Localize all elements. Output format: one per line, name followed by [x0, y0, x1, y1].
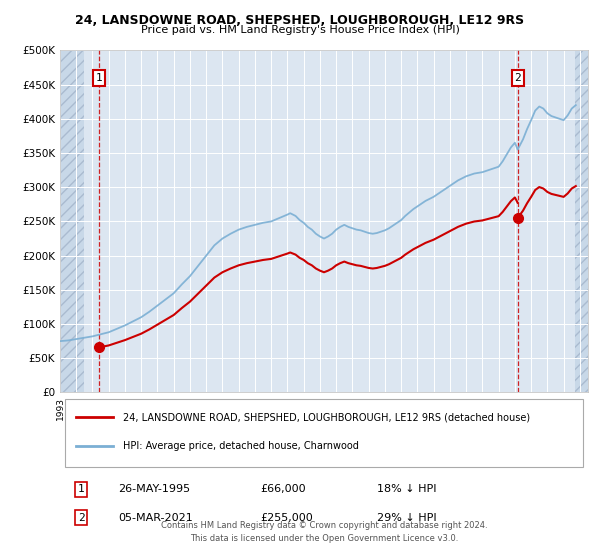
Text: Price paid vs. HM Land Registry's House Price Index (HPI): Price paid vs. HM Land Registry's House …	[140, 25, 460, 35]
Text: £66,000: £66,000	[260, 484, 306, 494]
Text: 1: 1	[78, 484, 85, 494]
Text: Contains HM Land Registry data © Crown copyright and database right 2024.
This d: Contains HM Land Registry data © Crown c…	[161, 521, 487, 543]
Text: £255,000: £255,000	[260, 512, 313, 522]
Text: 1: 1	[96, 73, 103, 83]
Text: 05-MAR-2021: 05-MAR-2021	[118, 512, 193, 522]
Bar	[575, 50, 588, 393]
Text: 29% ↓ HPI: 29% ↓ HPI	[377, 512, 436, 522]
Bar	[60, 50, 85, 393]
Text: 26-MAY-1995: 26-MAY-1995	[118, 484, 190, 494]
Text: 18% ↓ HPI: 18% ↓ HPI	[377, 484, 436, 494]
Text: 24, LANSDOWNE ROAD, SHEPSHED, LOUGHBOROUGH, LE12 9RS (detached house): 24, LANSDOWNE ROAD, SHEPSHED, LOUGHBOROU…	[124, 413, 530, 422]
Text: HPI: Average price, detached house, Charnwood: HPI: Average price, detached house, Char…	[124, 441, 359, 451]
Text: 2: 2	[78, 512, 85, 522]
Text: 24, LANSDOWNE ROAD, SHEPSHED, LOUGHBOROUGH, LE12 9RS: 24, LANSDOWNE ROAD, SHEPSHED, LOUGHBOROU…	[76, 14, 524, 27]
Text: 2: 2	[514, 73, 521, 83]
FancyBboxPatch shape	[65, 399, 583, 468]
